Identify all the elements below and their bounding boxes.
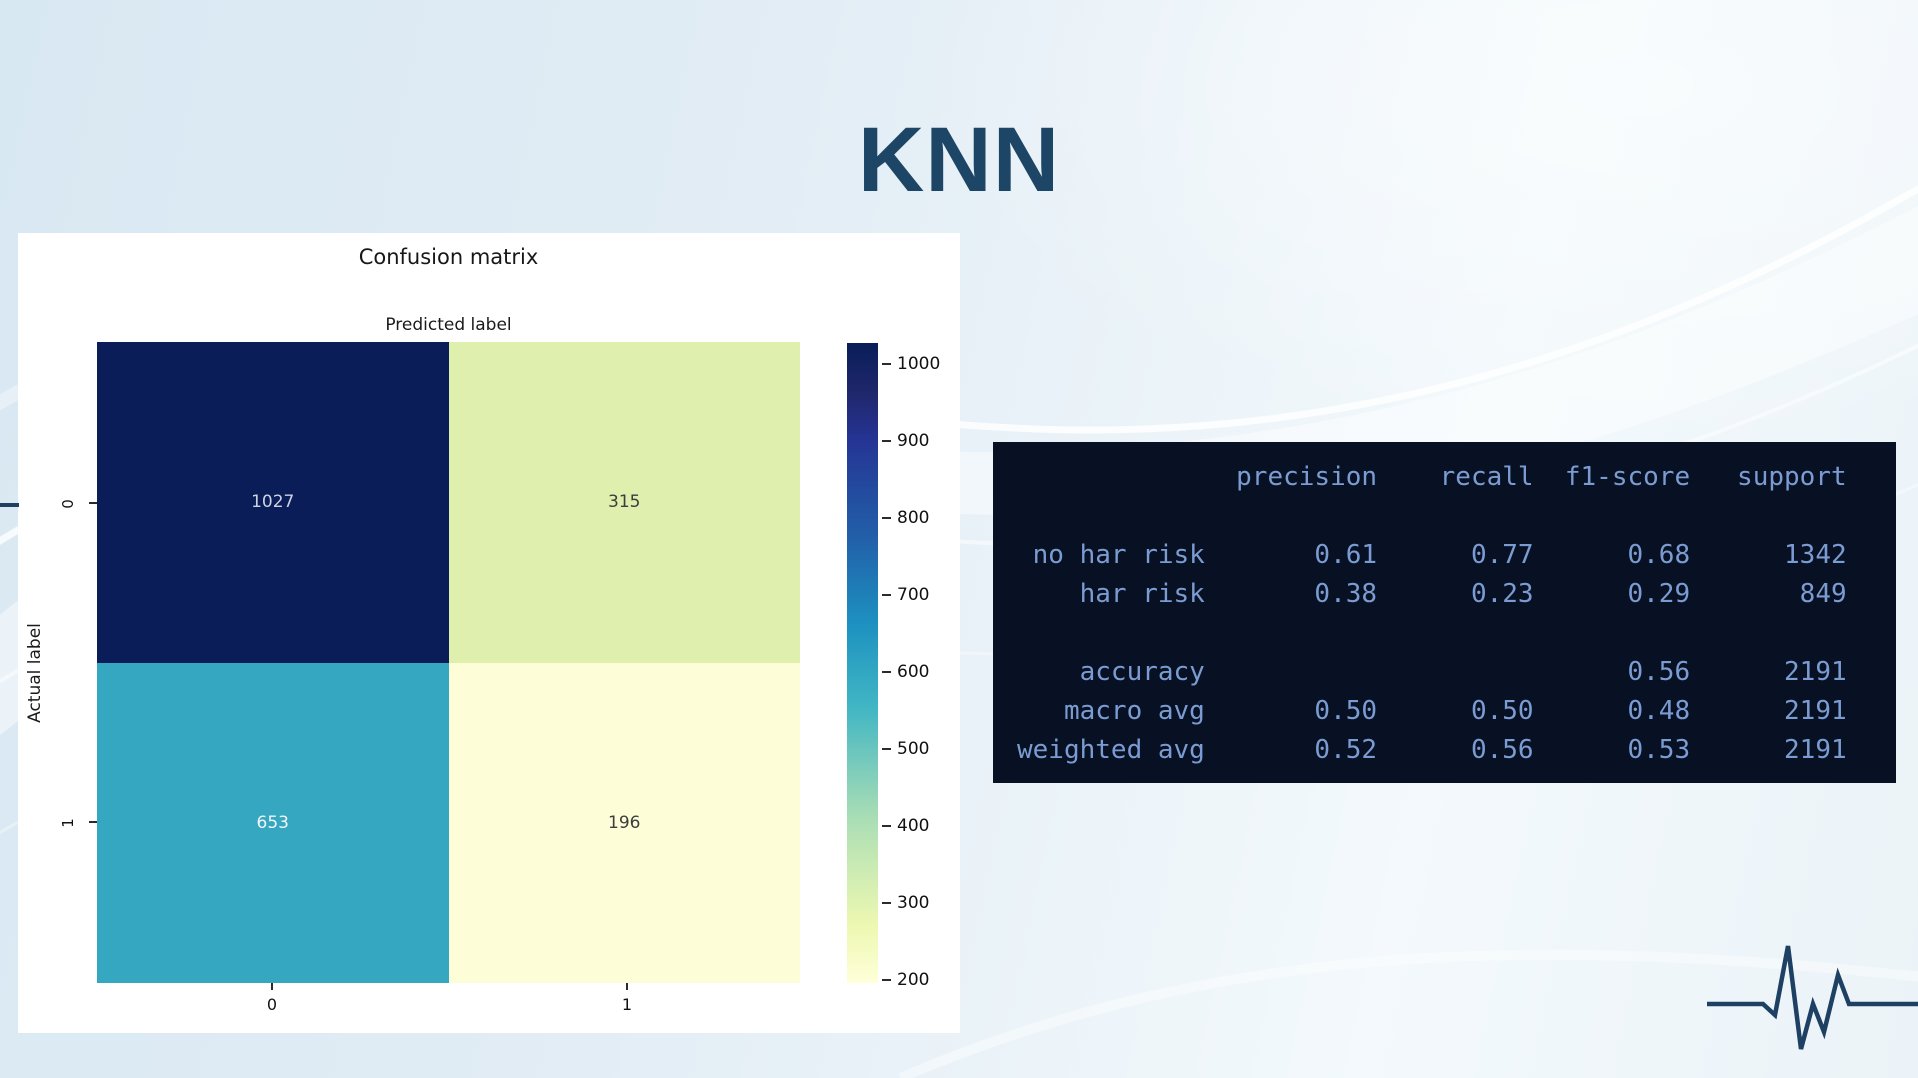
report-header-row: precision recall f1-score support [1017,462,1847,492]
x-tick-mark [271,983,273,990]
heatmap-cell-tp: 196 [448,662,800,983]
confusion-matrix-figure: Confusion matrix Predicted label 1027 31… [18,233,960,1033]
y-tick-mark [89,502,97,504]
y-tick-mark [89,821,97,823]
slide-title: KNN [857,109,1061,211]
report-row-no-har-risk: no har risk 0.61 0.77 0.68 1342 [1017,540,1847,570]
tick-dash [882,594,891,596]
y-axis-label: Actual label [25,623,45,723]
heatmap-cell-fn: 653 [97,662,449,983]
y-tick-label-0: 0 [59,499,77,509]
tick-dash [882,440,891,442]
report-blank-row [1017,497,1896,536]
heartbeat-pulse-icon [1707,945,1918,1050]
heatmap-cell-fp: 315 [448,342,800,663]
report-row-weighted-avg: weighted avg 0.52 0.56 0.53 2191 [1017,735,1847,765]
x-tick-label-1: 1 [621,995,633,1014]
report-row-har-risk: har risk 0.38 0.23 0.29 849 [1017,579,1847,609]
tick-dash [882,517,891,519]
tick-dash [882,363,891,365]
left-edge-pulse-line [0,503,19,507]
tick-dash [882,979,891,981]
tick-dash [882,902,891,904]
heatmap-cell-tn: 1027 [97,342,449,663]
tick-dash [882,825,891,827]
x-axis-label: Predicted label [385,315,512,335]
y-tick-label-1: 1 [59,818,77,828]
colorbar [847,343,878,983]
x-tick-mark [626,983,628,990]
tick-dash [882,671,891,673]
tick-dash [882,748,891,750]
plot-title: Confusion matrix [358,245,539,269]
report-row-macro-avg: macro avg 0.50 0.50 0.48 2191 [1017,696,1847,726]
report-row-accuracy: accuracy 0.56 2191 [1017,657,1847,687]
report-blank-row [1017,614,1896,653]
heatmap-grid: 1027 315 653 196 [97,342,800,983]
classification-report: precision recall f1-score support no har… [993,442,1896,783]
x-tick-label-0: 0 [266,995,278,1014]
